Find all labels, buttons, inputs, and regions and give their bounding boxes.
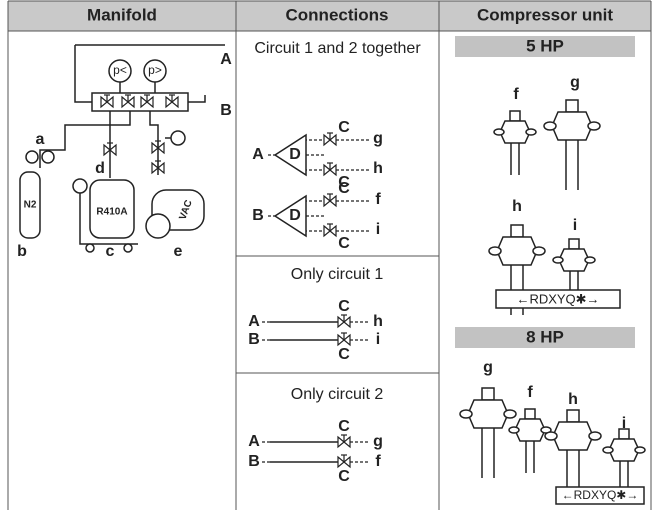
- valve-label: C: [338, 418, 350, 435]
- compressor-drawing: [459, 387, 646, 505]
- divider-label: D: [289, 146, 301, 163]
- header: Connections: [286, 5, 389, 24]
- port-label: h: [512, 198, 522, 215]
- header-bg: [8, 1, 651, 31]
- unit-label: ←RDXYQ✱→: [516, 291, 599, 306]
- valve-label: C: [338, 346, 350, 363]
- source-label: A: [252, 146, 264, 163]
- source-label: A: [248, 433, 260, 450]
- port-label: i: [573, 217, 577, 234]
- cylinder-label: R410A: [96, 207, 127, 218]
- target-label: g: [373, 130, 383, 147]
- target-label: f: [375, 191, 381, 208]
- valve-label: C: [338, 235, 350, 252]
- model-label: 5 HP: [526, 36, 564, 55]
- model-bar: [455, 327, 635, 348]
- port-label: A: [220, 51, 232, 68]
- header: Compressor unit: [477, 5, 613, 24]
- port-label: f: [527, 384, 533, 401]
- source-label: B: [248, 331, 260, 348]
- manifold-drawing: [19, 44, 225, 253]
- valve-label: C: [338, 298, 350, 315]
- header: Manifold: [87, 5, 157, 24]
- connection-drawing: [262, 314, 370, 468]
- target-label: g: [373, 433, 383, 450]
- target-label: h: [373, 313, 383, 330]
- valve-label: C: [338, 180, 350, 197]
- target-label: h: [373, 160, 383, 177]
- source-label: B: [248, 453, 260, 470]
- connection-drawing: [268, 132, 370, 238]
- source-label: B: [252, 207, 264, 224]
- port-label: g: [483, 359, 493, 376]
- port-label: i: [622, 415, 626, 432]
- item-label: a: [36, 131, 45, 148]
- gauge-label: p<: [113, 63, 127, 77]
- port-label: f: [513, 86, 519, 103]
- port-label: h: [568, 391, 578, 408]
- row-title: Circuit 1 and 2 together: [254, 40, 421, 57]
- row-title-box: Circuit 1 and 2 together: [254, 40, 421, 57]
- port-label: B: [220, 102, 232, 119]
- gauge-label: p>: [148, 63, 162, 77]
- target-label: i: [376, 331, 380, 348]
- model-label: 8 HP: [526, 327, 564, 346]
- port-label: g: [570, 74, 580, 91]
- source-label: A: [248, 313, 260, 330]
- divider-label: D: [289, 207, 301, 224]
- item-label: b: [17, 243, 27, 260]
- unit-label: ←RDXYQ✱→: [562, 488, 639, 502]
- model-bar: [455, 36, 635, 57]
- compressor-drawing: [488, 99, 621, 316]
- cylinder-label: N2: [24, 200, 37, 211]
- row-title: Only circuit 1: [291, 266, 384, 283]
- item-label: d: [95, 160, 105, 177]
- valve-label: C: [338, 119, 350, 136]
- target-label: f: [375, 453, 381, 470]
- item-label: c: [106, 243, 115, 260]
- valve-label: C: [338, 468, 350, 485]
- valve-label: C: [338, 174, 350, 191]
- target-label: i: [376, 221, 380, 238]
- table-grid: [7, 0, 652, 510]
- row-title: Only circuit 2: [291, 386, 384, 403]
- item-label: e: [174, 243, 183, 260]
